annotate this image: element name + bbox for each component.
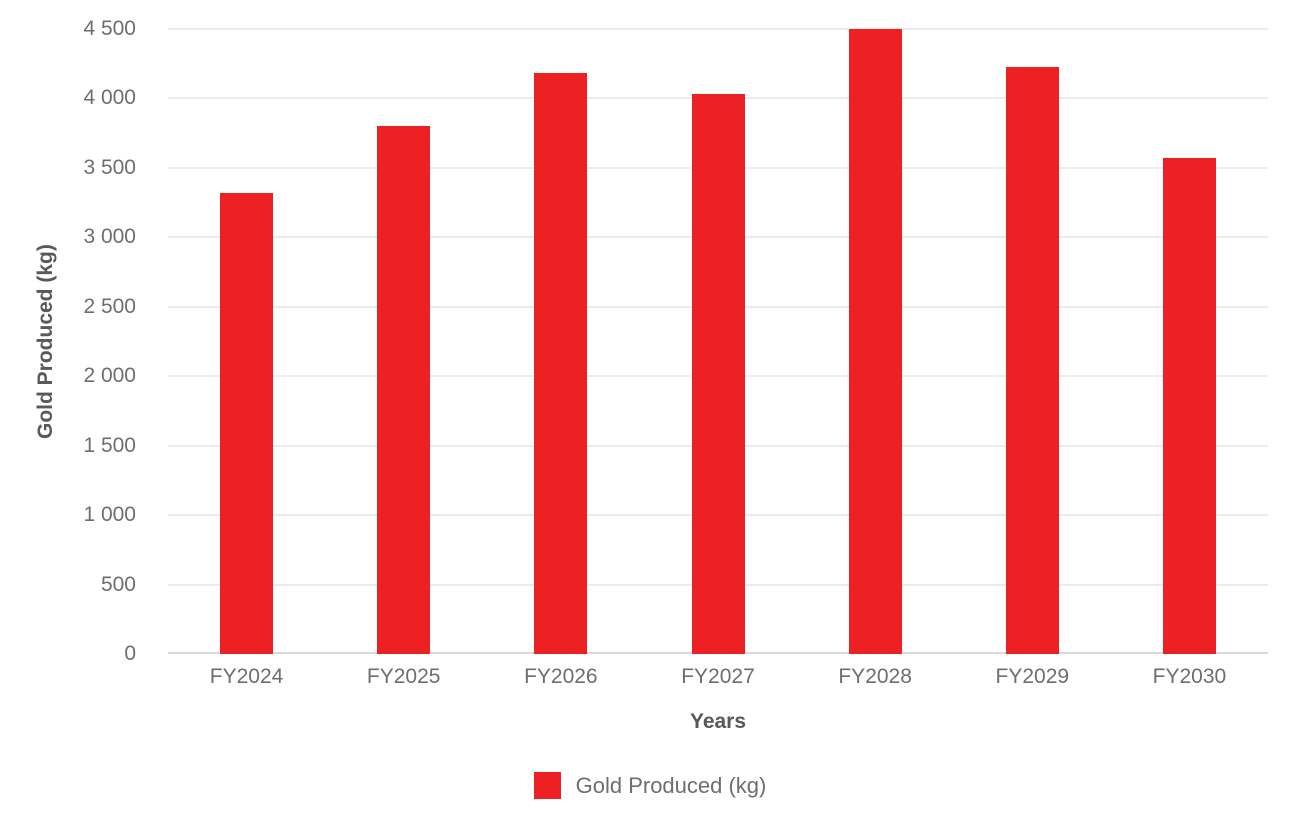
y-tick-label: 3 000 [83, 225, 136, 249]
bar-fy2030[interactable] [1162, 158, 1216, 654]
y-tick-label: 500 [100, 572, 136, 596]
x-tick-label-fy2026: FY2026 [524, 665, 598, 688]
x-tick-label-fy2028: FY2028 [838, 665, 912, 688]
legend-label: Gold Produced (kg) [575, 773, 767, 798]
bar-fy2024[interactable] [220, 192, 274, 654]
gridline [168, 28, 1268, 30]
x-tick-label-fy2029: FY2029 [995, 665, 1070, 688]
legend-swatch [533, 772, 561, 799]
x-axis-title: Years [689, 710, 747, 733]
bar-fy2028[interactable] [848, 29, 902, 654]
y-tick-label: 1 000 [83, 503, 136, 527]
legend[interactable]: Gold Produced (kg) [0, 772, 1300, 799]
y-tick-label: 0 [124, 642, 136, 665]
bar-fy2029[interactable] [1005, 66, 1059, 654]
y-tick-label: 4 000 [83, 86, 136, 110]
y-tick-label: 1 500 [83, 433, 136, 457]
y-tick-label: 2 000 [83, 364, 136, 388]
x-tick-label-fy2030: FY2030 [1152, 665, 1227, 688]
x-tick-label-fy2027: FY2027 [681, 665, 755, 688]
x-tick-label-fy2024: FY2024 [209, 665, 284, 688]
y-tick-label: 4 500 [83, 17, 136, 40]
bar-fy2026[interactable] [534, 73, 588, 654]
plot-area [168, 28, 1268, 654]
y-tick-label: 2 500 [83, 294, 136, 318]
x-tick-label-fy2025: FY2025 [366, 665, 441, 688]
y-axis-title: Gold Produced (kg) [34, 244, 57, 439]
bar-fy2025[interactable] [377, 126, 431, 654]
y-tick-label: 3 500 [83, 155, 136, 179]
bar-fy2027[interactable] [691, 93, 745, 654]
